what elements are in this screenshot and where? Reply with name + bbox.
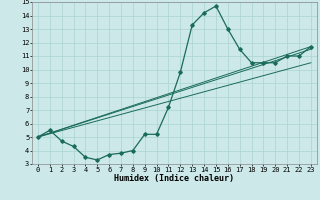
X-axis label: Humidex (Indice chaleur): Humidex (Indice chaleur) — [115, 174, 234, 183]
